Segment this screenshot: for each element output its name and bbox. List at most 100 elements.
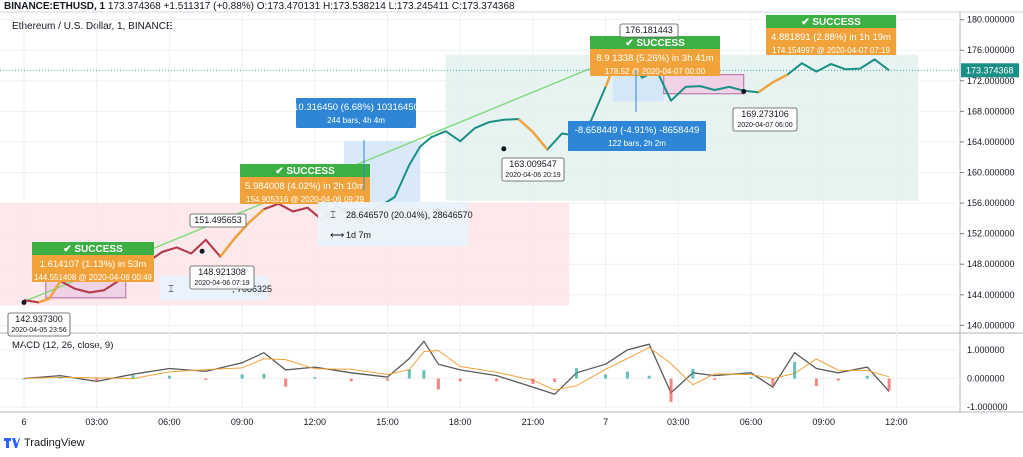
macd-histogram-bar — [575, 368, 579, 379]
x-tick-label: 6 — [21, 417, 26, 427]
low-tag-1-text: 142.937300 — [15, 314, 63, 324]
x-tick-label: 18:00 — [449, 417, 472, 427]
high-tag-2-text: 176.181443 — [625, 25, 673, 35]
low-tag-4-bg — [732, 107, 798, 132]
success-badge-2-bg — [240, 164, 370, 177]
y-tick-label: 156.000000 — [967, 198, 1015, 208]
success-box-4[interactable]: 4.881891 (2.88%) in 1h 19m 174.154997 @ 2… — [766, 28, 896, 55]
low-value: L:173.245411 — [388, 1, 449, 12]
macd-histogram-bar — [495, 378, 499, 382]
x-tick-label: 12:00 — [885, 417, 908, 427]
macd-histogram-bar — [531, 378, 535, 385]
price-line-highlight-segment — [517, 118, 549, 151]
low-point-4 — [741, 88, 747, 94]
success-box-4-text: 174.154997 @ 2020-04-07 07:19 — [772, 46, 891, 55]
macd-line — [23, 340, 890, 396]
macd-histogram-bar — [771, 378, 775, 386]
range-info-box-2-bg — [568, 121, 706, 151]
range-info-box-2-text: 122 bars, 2h 2m — [608, 139, 666, 148]
macd-histogram-bar — [240, 374, 244, 379]
success-badge-3: ✔ SUCCESS — [590, 36, 720, 49]
measure-price-icon: ⌶ — [330, 210, 336, 221]
low-tag-3-text: 2020-04-06 20:19 — [505, 172, 560, 179]
macd-y-tick-label: 0.000000 — [967, 374, 1005, 384]
high-tag-2-bg — [619, 23, 679, 38]
success-box-1-text: 144.551408 @ 2020-04-06 00:49 — [34, 273, 153, 282]
price-change: +1.511317 (+0.88%) — [163, 1, 254, 12]
macd-histogram-bar — [713, 378, 717, 380]
y-tick-label: 176.000000 — [967, 45, 1015, 55]
macd-histogram-bar — [313, 377, 317, 379]
high-tag-2: 176.181443 — [619, 23, 679, 38]
price-line-highlight-segment — [757, 73, 788, 94]
price-line-highlight-segment — [219, 208, 265, 258]
last-price-tag — [961, 63, 1019, 78]
success-box-2-text: 154.905316 @ 2020-04-06 09:29 — [246, 195, 365, 204]
range-info-box-2[interactable]: -8.658449 (-4.91%) -8658449 122 bars, 2h … — [568, 121, 706, 151]
success-box-1[interactable]: 1.614107 (1.13%) in 53m 144.551408 @ 2020… — [32, 255, 154, 282]
macd-histogram-bar — [814, 378, 818, 387]
range-info-box-1[interactable]: 10.316450 (6.68%) 10316450 244 bars, 4h 4… — [293, 98, 419, 128]
macd-histogram-bar — [131, 375, 135, 379]
symbol-name[interactable]: BINANCE:ETHUSD, 1 — [4, 1, 106, 12]
tradingview-logo[interactable]: TradingView — [4, 437, 85, 449]
low-tag-3: 163.009547 2020-04-06 20:19 — [501, 157, 565, 182]
high-value: H:173.538214 — [322, 1, 386, 12]
last-price: 173.374368 — [107, 1, 161, 12]
success-box-2[interactable]: 5.984008 (4.02%) in 2h 10m 154.905316 @ 2… — [240, 177, 370, 204]
y-tick-label: 140.000000 — [967, 320, 1015, 330]
high-tag-1-bg — [189, 213, 247, 228]
x-tick-label: 06:00 — [740, 417, 763, 427]
x-tick-label: 03:00 — [85, 417, 108, 427]
success-box-1-bg — [32, 255, 154, 282]
y-tick-label: 168.000000 — [967, 106, 1015, 116]
measure-box[interactable]: 28.646570 (20.04%), 28646570 1d 7m ⌶ ⟷ — [318, 202, 473, 246]
chart-header: BINANCE:ETHUSD, 1 173.374368 +1.511317 (… — [4, 1, 515, 12]
measure-time-text: 1d 7m — [346, 230, 371, 240]
macd-label: MACD (12, 26, close, 9) — [12, 340, 114, 351]
open-value: O:173.470131 — [256, 1, 321, 12]
x-tick-label: 15:00 — [376, 417, 399, 427]
y-tick-label: 180.000000 — [967, 15, 1015, 25]
macd-y-tick-label: 1.000000 — [967, 345, 1005, 355]
measure-price-text: 28.646570 (20.04%), 28646570 — [346, 210, 473, 220]
brand-name: TradingView — [24, 437, 85, 449]
last-price-label: 173.374368 — [966, 65, 1014, 75]
range-info-box-2-text: -8.658449 (-4.91%) -8658449 — [575, 125, 700, 136]
macd-histogram-bar — [262, 373, 266, 379]
x-tick-label: 7 — [603, 417, 608, 427]
success-box-2-text: 5.984008 (4.02%) in 2h 10m — [245, 181, 365, 192]
macd-histogram-bar — [422, 370, 426, 379]
range-info-box-1-text: 10.316450 (6.68%) 10316450 — [293, 102, 419, 113]
macd-histogram-bar — [58, 377, 62, 379]
success-box-3[interactable]: 8.9 1338 (5.26%) in 3h 41m 178.52 @ 2020-… — [590, 49, 720, 76]
price-line-highlight-segment — [38, 280, 62, 304]
tradingview-icon — [4, 438, 20, 448]
x-tick-label: 09:00 — [231, 417, 254, 427]
low-tag-2: 148.921308 2020-04-06 07:19 — [189, 265, 255, 290]
success-badge-2-text: ✔ SUCCESS — [275, 166, 335, 177]
high-tag-1-text: 151.495653 — [194, 215, 242, 225]
macd-signal-line — [23, 347, 890, 391]
y-tick-label: 152.000000 — [967, 229, 1015, 239]
macd-histogram-bar — [349, 378, 353, 382]
macd-histogram-bar — [386, 378, 389, 381]
macd-histogram-bar — [887, 378, 891, 391]
x-tick-label: 06:00 — [158, 417, 181, 427]
low-tag-2-bg — [189, 265, 255, 290]
range-info-box-1-text: 244 bars, 4h 4m — [327, 116, 385, 125]
macd-histogram-bar — [625, 371, 629, 379]
macd-histogram-bar — [284, 378, 288, 387]
success-badge-3-text: ✔ SUCCESS — [625, 38, 685, 49]
measure-box-bg — [318, 202, 468, 246]
success-badge-2: ✔ SUCCESS — [240, 164, 370, 177]
macd-histogram-bar — [167, 375, 171, 379]
success-box-4-bg — [766, 28, 896, 55]
success-badge-1-text: ✔ SUCCESS — [63, 244, 123, 255]
low-tag-1-text: 2020-04-05 23:56 — [11, 327, 66, 334]
low-tag-1-bg — [7, 312, 71, 337]
success-box-3-text: 8.9 1338 (5.26%) in 3h 41m — [596, 53, 713, 64]
low-tag-3-text: 163.009547 — [509, 159, 557, 169]
x-tick-label: 03:00 — [667, 417, 690, 427]
